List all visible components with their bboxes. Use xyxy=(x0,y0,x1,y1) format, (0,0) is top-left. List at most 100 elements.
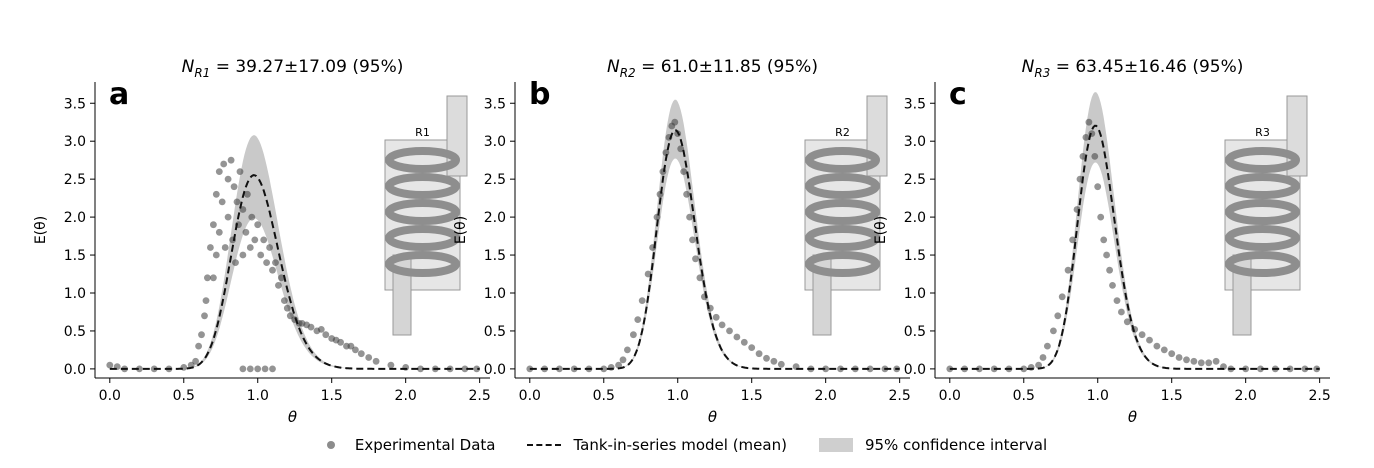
data-point xyxy=(1039,354,1047,361)
data-point xyxy=(230,183,238,191)
x-tick-label: 0.0 xyxy=(519,388,541,404)
data-point xyxy=(201,312,208,320)
y-tick-label: 0.0 xyxy=(64,362,86,378)
data-point xyxy=(1054,312,1062,320)
data-point xyxy=(322,331,330,339)
coil-turn xyxy=(805,147,880,173)
data-point xyxy=(212,190,220,198)
data-point xyxy=(733,333,741,341)
coil-turn xyxy=(1225,199,1300,225)
data-point xyxy=(269,365,276,373)
data-point xyxy=(1123,318,1131,326)
data-point xyxy=(1020,365,1028,373)
y-tick-label: 0.0 xyxy=(904,362,926,378)
data-point xyxy=(246,244,254,251)
data-point xyxy=(198,331,205,339)
data-point xyxy=(461,365,469,373)
legend-label-band: 95% confidence interval xyxy=(864,436,1048,454)
x-axis-label: θ xyxy=(288,408,297,426)
data-point xyxy=(195,342,203,350)
data-point xyxy=(221,244,229,251)
coil-turn xyxy=(385,173,460,199)
data-point xyxy=(307,323,315,331)
legend-label-model: Tank-in-series model (mean) xyxy=(573,436,787,454)
coil-turn xyxy=(805,225,880,251)
data-point xyxy=(1106,266,1113,274)
y-tick-label: 2.5 xyxy=(484,172,506,188)
data-point xyxy=(692,255,699,263)
panel-title: NR2 = 61.0±11.85 (95%) xyxy=(607,57,818,80)
data-point xyxy=(1146,336,1153,344)
data-point xyxy=(210,221,217,229)
coil-turn xyxy=(1225,225,1300,251)
data-point xyxy=(1050,327,1057,335)
y-tick-label: 2.5 xyxy=(64,172,86,188)
data-point xyxy=(239,251,247,259)
x-tick-label: 2.0 xyxy=(1235,388,1257,404)
data-point xyxy=(718,321,726,329)
panel-letter: a xyxy=(109,77,129,112)
y-tick-label: 3.5 xyxy=(904,96,926,112)
data-point xyxy=(726,327,733,335)
data-point xyxy=(224,213,232,221)
coil-turn xyxy=(1225,147,1300,173)
data-point xyxy=(236,168,244,176)
data-point xyxy=(1168,350,1176,358)
data-point xyxy=(215,228,223,236)
data-point xyxy=(254,221,262,229)
data-point xyxy=(227,156,235,164)
data-point xyxy=(1153,342,1161,350)
data-point xyxy=(1064,266,1072,274)
data-point xyxy=(866,365,874,373)
coil-turn xyxy=(385,147,460,173)
data-point xyxy=(1175,354,1183,361)
title-symbol: N xyxy=(1022,57,1035,77)
data-point xyxy=(1044,342,1051,350)
y-tick-label: 2.0 xyxy=(64,210,86,226)
data-point xyxy=(644,270,652,278)
legend-marker-experimental xyxy=(326,441,335,449)
data-point xyxy=(192,357,200,365)
y-tick-label: 0.5 xyxy=(64,324,86,340)
y-tick-label: 0.5 xyxy=(484,324,506,340)
data-point xyxy=(712,313,720,321)
model-curve xyxy=(529,129,900,370)
y-tick-label: 3.0 xyxy=(64,134,86,150)
x-tick-label: 0.5 xyxy=(593,388,615,404)
title-value: = 61.0±11.85 (95%) xyxy=(636,57,818,77)
data-point xyxy=(1183,356,1190,364)
inset-label: R2 xyxy=(835,126,850,139)
y-tick-label: 1.0 xyxy=(64,286,86,302)
data-point xyxy=(202,297,210,304)
x-tick-label: 2.0 xyxy=(395,388,417,404)
title-subscript: R1 xyxy=(194,66,210,80)
coil-turn xyxy=(385,199,460,225)
data-point xyxy=(615,361,622,369)
x-axis-label: θ xyxy=(708,408,717,426)
data-point xyxy=(1069,236,1076,244)
reactor-inset: R3 xyxy=(1224,95,1308,336)
y-tick-label: 2.0 xyxy=(904,210,926,226)
title-value: = 63.45±16.46 (95%) xyxy=(1050,57,1243,77)
data-point xyxy=(218,198,226,206)
data-point xyxy=(683,190,690,198)
x-axis-label: θ xyxy=(1128,408,1137,426)
data-point xyxy=(1035,361,1042,369)
y-tick-label: 1.5 xyxy=(484,248,506,264)
data-point xyxy=(1079,153,1087,160)
y-tick-label: 2.5 xyxy=(904,172,926,188)
data-point xyxy=(387,361,395,369)
x-tick-label: 1.0 xyxy=(247,388,269,404)
legend: Experimental Data Tank-in-series model (… xyxy=(0,432,1374,458)
data-point xyxy=(254,365,262,373)
model-curve xyxy=(949,124,1320,370)
data-point xyxy=(822,365,830,373)
panel-letter: b xyxy=(529,77,550,112)
panels-group: R1 0.0 0.5 1.0 1.5 2.0 2.5 0.0 0.5 1.0 1.5 2.0 2.5 3.… xyxy=(33,57,1331,426)
data-point xyxy=(263,259,270,266)
data-point xyxy=(1058,293,1066,301)
data-point xyxy=(1109,282,1116,289)
data-point xyxy=(246,365,254,373)
y-tick-label: 3.5 xyxy=(484,96,506,112)
